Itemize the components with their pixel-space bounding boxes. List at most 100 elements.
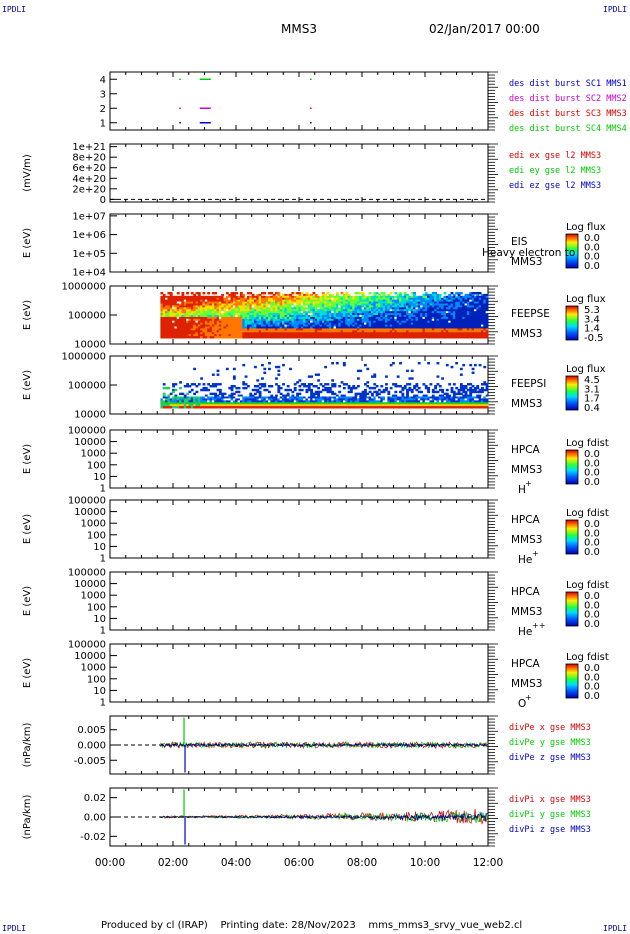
panel-frame [109, 571, 489, 631]
y-axis-label: (nPa/km) [22, 723, 33, 768]
y-tick-label: 1e+07 [72, 211, 106, 222]
colorbar-tick-label: 0.0 [584, 528, 600, 539]
y-tick-label: 0.005 [77, 725, 106, 736]
colorbar-title: Log flux [566, 364, 606, 375]
y-tick-label: -0.02 [80, 832, 106, 843]
colorbar-tick-label: 0.0 [584, 468, 600, 479]
colorbar-tick-label: 0.0 [584, 600, 600, 611]
colorbar-tick-label: 0.0 [584, 519, 600, 530]
legend-entry: des dist burst SC3 MMS3 [509, 109, 627, 119]
spacecraft-label: MMS3 [511, 606, 542, 618]
panel-frame [109, 71, 489, 131]
spacecraft-label: MMS3 [511, 398, 542, 410]
colorbar-tick-label: 3.1 [584, 384, 600, 395]
y-tick-label: 0.00 [84, 813, 106, 824]
colorbar-tick-label: 0.0 [584, 691, 600, 702]
corner-label-bottom-left: IPDLI [2, 924, 27, 933]
y-tick-label: 1e+06 [72, 230, 106, 241]
instrument-label: FEEPSI [511, 378, 546, 390]
legend-entry: divPi x gse MMS3 [509, 795, 591, 805]
legend-entry: edi ez gse l2 MMS3 [509, 181, 601, 191]
y-tick-label: -0.005 [74, 756, 106, 767]
colorbar [565, 305, 579, 341]
y-tick-label: 1 [100, 626, 106, 637]
panel-frame [109, 143, 489, 203]
colorbar-title: Log flux [566, 222, 606, 233]
colorbar-tick-label: 0.0 [584, 672, 600, 683]
colorbar [565, 375, 579, 411]
y-tick-label: 4 [100, 75, 106, 86]
x-tick-label: 04:00 [221, 857, 251, 869]
y-tick-label: 1e+05 [72, 249, 106, 260]
panel-frame [109, 499, 489, 559]
colorbar-title: Log fdist [566, 438, 609, 449]
colorbar-tick-label: 0.4 [584, 403, 600, 414]
y-tick-label: 0.000 [77, 741, 106, 752]
y-tick-label: 1000 [81, 519, 106, 530]
footer-printing-date: Printing date: 28/Nov/2023 [220, 920, 356, 931]
y-tick-label: 3 [100, 89, 106, 100]
colorbar-tick-label: 1.4 [584, 324, 600, 335]
colorbar-tick-label: 4.5 [584, 375, 600, 386]
y-tick-label: 100 [87, 460, 106, 471]
y-tick-label: 0 [100, 195, 106, 206]
instrument-label: HPCA [511, 444, 541, 456]
colorbar [565, 663, 579, 699]
y-tick-label: 8e+20 [72, 153, 106, 164]
colorbar [565, 519, 579, 555]
instrument-label: EIS [511, 236, 528, 248]
y-tick-label: 100000 [68, 381, 106, 392]
legend-entry: divPe z gse MMS3 [509, 753, 591, 763]
y-tick-label: 0.02 [84, 793, 106, 804]
y-tick-label: 2 [100, 104, 106, 115]
colorbar-tick-label: 0.0 [584, 619, 600, 630]
y-tick-label: 2e+20 [72, 184, 106, 195]
y-axis-label: (mV/m) [22, 154, 33, 192]
y-tick-label: 100000 [68, 496, 106, 507]
instrument-label: HPCA [511, 658, 541, 670]
y-tick-label: 6e+20 [72, 163, 106, 174]
y-tick-label: 1e+21 [72, 142, 106, 153]
y-axis-label: (nPa/km) [22, 795, 33, 840]
y-tick-label: 10000 [74, 340, 106, 351]
y-tick-label: 10000 [74, 651, 106, 662]
charge-label: + [525, 693, 532, 702]
spacecraft-label: MMS3 [511, 256, 542, 268]
legend-entry: des dist burst SC2 MMS2 [509, 94, 627, 104]
y-tick-label: 1 [100, 118, 106, 129]
colorbar-tick-label: 0.0 [584, 477, 600, 488]
colorbar-tick-label: 3.4 [584, 314, 600, 325]
spectrogram-cells [160, 362, 489, 409]
series-line [160, 740, 489, 750]
colorbar-title: Log fdist [566, 652, 609, 663]
overlay-label: Heavy electron to [482, 247, 575, 259]
y-tick-label: 100 [87, 602, 106, 613]
species-label: He [518, 554, 532, 566]
colorbar-tick-label: 0.0 [584, 233, 600, 244]
legend-entry: divPi z gse MMS3 [509, 825, 591, 835]
y-tick-label: 100000 [68, 426, 106, 437]
instrument-label: HPCA [511, 586, 541, 598]
y-tick-label: 10 [93, 472, 106, 483]
corner-label-top-right: IPDLI [603, 5, 628, 14]
footer: Produced by cl (IRAP) Printing date: 28/… [101, 920, 522, 931]
y-tick-label: 1000 [81, 591, 106, 602]
y-tick-label: 4e+20 [72, 174, 106, 185]
y-axis-label: E (eV) [22, 658, 33, 688]
legend-entry: edi ex gse l2 MMS3 [509, 151, 601, 161]
x-tick-label: 02:00 [158, 857, 188, 869]
colorbar-tick-label: 0.0 [584, 261, 600, 272]
y-tick-label: 10000 [74, 579, 106, 590]
colorbar-tick-label: 0.0 [584, 242, 600, 253]
panel-frame [109, 429, 489, 489]
colorbar-tick-label: 0.0 [584, 547, 600, 558]
y-axis-label: E (eV) [22, 444, 33, 474]
spacecraft-label: MMS3 [511, 328, 542, 340]
colorbar-tick-label: 0.0 [584, 458, 600, 469]
colorbar [565, 233, 579, 269]
y-axis-label: E (eV) [22, 514, 33, 544]
y-tick-label: 1 [100, 698, 106, 709]
corner-label-top-left: IPDLI [2, 5, 27, 14]
charge-label: + [532, 549, 539, 558]
